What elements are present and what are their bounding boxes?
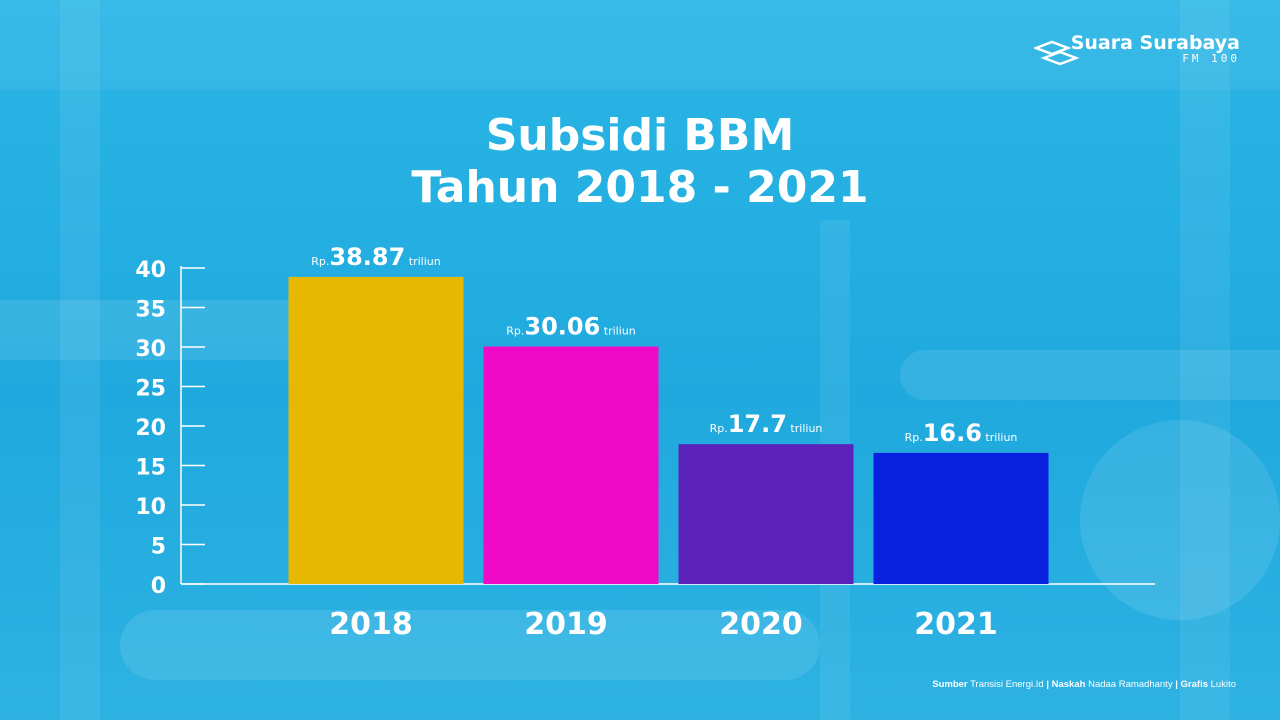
graphic-label: Grafis	[1180, 679, 1208, 690]
y-tick-label: 0	[151, 574, 166, 599]
y-tick-label: 5	[151, 535, 166, 560]
chart-title-line1: Subsidi BBM	[485, 110, 795, 161]
x-tick-label: 2018	[329, 607, 413, 642]
source-value: Transisi Energi.Id	[970, 679, 1044, 690]
bar-2020	[678, 444, 854, 584]
y-tick-label: 25	[135, 377, 166, 402]
y-tick-label: 15	[135, 456, 166, 481]
y-tick-label: 30	[135, 337, 166, 362]
brand-sub: FM 100	[1182, 52, 1240, 65]
separator: |	[1175, 679, 1178, 690]
writer-label: Naskah	[1051, 679, 1086, 690]
bar-2018	[288, 276, 464, 584]
y-tick-label: 40	[135, 258, 166, 283]
graphic-value: Lukito	[1210, 679, 1236, 690]
brand-logo: Suara Surabaya FM 100	[1071, 32, 1240, 65]
bar-2021	[873, 452, 1049, 584]
brand-name: Suara Surabaya	[1070, 32, 1240, 54]
writer-value: Nadaa Ramadhanty	[1088, 679, 1173, 690]
y-tick-label: 20	[135, 416, 166, 441]
y-tick-label: 10	[135, 495, 166, 520]
data-label: Rp.16.6 triliun	[905, 419, 1018, 447]
bar-2019	[483, 346, 659, 584]
data-label: Rp.38.87 triliun	[311, 243, 441, 271]
data-label: Rp.17.7 triliun	[710, 410, 823, 438]
credits-footer: Sumber Transisi Energi.Id | Naskah Nadaa…	[932, 679, 1236, 690]
separator: |	[1046, 679, 1049, 690]
y-tick-label: 35	[135, 298, 166, 323]
x-tick-label: 2020	[719, 607, 803, 642]
x-tick-label: 2021	[914, 607, 998, 642]
logo-icon	[1034, 40, 1080, 66]
source-label: Sumber	[932, 679, 968, 690]
x-tick-label: 2019	[524, 607, 608, 642]
chart-title-line2: Tahun 2018 - 2021	[411, 162, 869, 213]
data-label: Rp.30.06 triliun	[506, 313, 636, 341]
